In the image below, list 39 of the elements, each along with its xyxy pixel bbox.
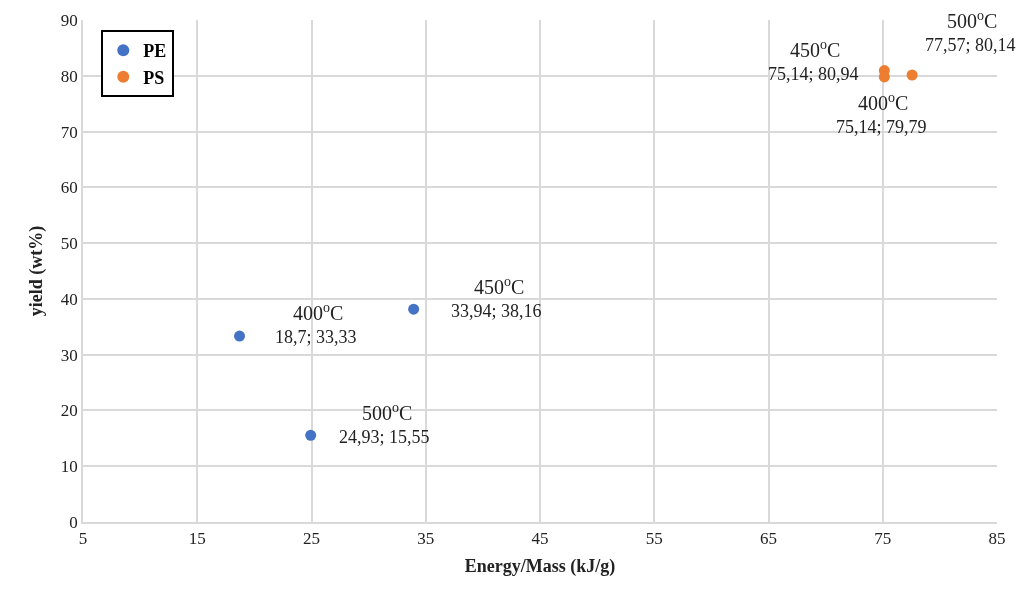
- x-tick-label: 85: [988, 529, 1006, 549]
- annotation: 450$^{o}$C: [790, 37, 841, 62]
- point: [408, 303, 420, 315]
- y-tick-label: 20: [60, 401, 78, 421]
- annotation: 400$^{o}$C: [858, 90, 909, 115]
- x-tick-label: 35: [417, 529, 435, 549]
- x-axis-title: Energy/Mass (kJ/g): [464, 555, 616, 577]
- y-tick-label: 10: [60, 457, 78, 477]
- annotation: 500$^{o}$C: [362, 400, 413, 425]
- data-label: 33,94; 38,16: [451, 301, 542, 321]
- annotation: 500$^{o}$C: [947, 8, 998, 33]
- x-tick-label: 25: [303, 529, 320, 549]
- x-tick-label: 15: [188, 529, 206, 549]
- y-tick-label: 90: [60, 10, 78, 30]
- x-tick-label: 45: [531, 529, 549, 549]
- data-label: 24,93; 15,55: [339, 427, 430, 447]
- legend-label: PS: [143, 67, 165, 88]
- y-tick-label: 50: [60, 234, 78, 254]
- annotation: 450$^{o}$C: [474, 274, 525, 299]
- x-tick-label: 5: [78, 529, 88, 549]
- point: [305, 429, 317, 441]
- point: [234, 330, 246, 342]
- y-tick-label: 80: [60, 66, 78, 86]
- data-label: 75,14; 79,79: [836, 117, 927, 137]
- y-axis-title: yield (wt%): [25, 225, 47, 317]
- legend-label: PE: [143, 41, 167, 62]
- y-tick-label: 30: [60, 345, 78, 365]
- data-label: 75,14; 80,94: [768, 64, 859, 84]
- point: [906, 69, 918, 81]
- data-label: 77,57; 80,14: [925, 35, 1016, 55]
- x-tick-label: 55: [645, 529, 663, 549]
- annotation: 400$^{o}$C: [293, 300, 344, 325]
- y-tick-label: 70: [60, 122, 78, 142]
- y-tick-label: 40: [60, 289, 78, 309]
- x-tick-label: 65: [760, 529, 777, 549]
- y-tick-label: 60: [60, 178, 78, 198]
- x-tick-label: 75: [874, 529, 892, 549]
- data-label: 18,7; 33,33: [275, 327, 357, 347]
- y-tick-label: 0: [69, 512, 78, 532]
